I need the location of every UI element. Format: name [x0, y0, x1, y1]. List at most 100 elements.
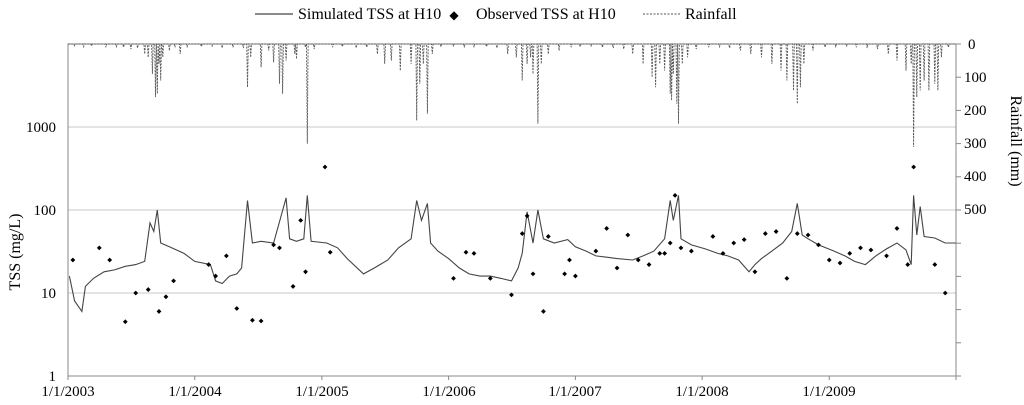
series-simulated-line — [68, 195, 956, 313]
observed-point — [107, 257, 113, 263]
legend-label-observed: Observed TSS at H10 — [476, 6, 616, 23]
observed-point — [145, 287, 151, 292]
legend-marker-observed: ◆ — [449, 8, 459, 22]
observed-point — [471, 250, 477, 256]
observed-point — [884, 253, 889, 259]
observed-point — [234, 306, 240, 311]
legend-label-rainfall: Rainfall — [685, 6, 737, 23]
observed-point — [133, 290, 139, 296]
observed-point — [509, 292, 514, 298]
observed-point — [805, 232, 811, 238]
x-tick-label: 1/1/2003 — [41, 384, 94, 400]
observed-point — [672, 192, 678, 198]
right-tick-label: 400 — [964, 169, 987, 185]
observed-point — [327, 249, 333, 255]
observed-point — [678, 245, 684, 251]
observed-point — [794, 231, 800, 236]
right-axis-tick-labels: 0 100 200 300 400 500 — [964, 37, 987, 218]
x-tick-label: 1/1/2006 — [422, 384, 476, 400]
observed-point — [762, 231, 768, 236]
observed-point — [156, 309, 162, 314]
observed-point — [657, 250, 663, 256]
right-axis-ticks — [956, 43, 961, 377]
observed-point — [604, 226, 610, 231]
right-tick-label: 0 — [968, 37, 976, 53]
observed-point — [688, 248, 694, 254]
observed-point — [625, 232, 631, 238]
observed-point — [223, 253, 229, 259]
x-tick-label: 1/1/2007 — [548, 384, 602, 400]
observed-point — [122, 319, 128, 325]
observed-point — [720, 250, 726, 256]
observed-point — [816, 242, 821, 248]
observed-point — [710, 234, 716, 239]
right-tick-label: 300 — [964, 136, 987, 152]
observed-point — [662, 250, 668, 256]
x-axis-tick-labels: 1/1/2003 1/1/2004 1/1/2005 1/1/2006 1/1/… — [41, 384, 855, 400]
left-tick-label: 10 — [41, 286, 56, 302]
observed-point — [487, 275, 493, 281]
observed-point — [593, 248, 599, 254]
series-observed-points — [70, 164, 948, 325]
observed-point — [562, 271, 568, 277]
legend-label-simulated: Simulated TSS at H10 — [298, 6, 441, 23]
observed-point — [837, 260, 843, 266]
x-tick-label: 1/1/2004 — [168, 384, 222, 400]
observed-point — [572, 273, 578, 279]
left-tick-label: 100 — [34, 203, 57, 219]
observed-point — [171, 278, 176, 284]
observed-point — [826, 257, 832, 263]
x-tick-label: 1/1/2008 — [675, 384, 728, 400]
observed-point — [322, 164, 328, 170]
observed-point — [206, 262, 212, 267]
left-tick-label: 1 — [49, 369, 57, 385]
observed-point — [70, 257, 76, 263]
right-tick-label: 200 — [964, 103, 987, 119]
observed-point — [905, 262, 911, 267]
observed-point — [667, 240, 673, 246]
x-tick-label: 1/1/2009 — [802, 384, 855, 400]
observed-point — [250, 317, 255, 323]
observed-point — [303, 269, 308, 275]
left-tick-label: 1000 — [26, 120, 56, 136]
right-axis-title: Rainfall (mm) — [1007, 95, 1024, 186]
observed-point — [567, 257, 572, 263]
observed-point — [163, 294, 169, 300]
observed-point — [932, 262, 938, 267]
observed-point — [271, 242, 276, 248]
observed-point — [290, 284, 296, 289]
observed-point — [277, 245, 282, 251]
observed-point — [545, 234, 551, 239]
observed-point — [847, 250, 853, 256]
observed-point — [524, 213, 530, 219]
right-tick-label: 500 — [964, 202, 987, 218]
observed-point — [731, 240, 737, 246]
observed-point — [784, 275, 790, 281]
right-tick-label: 100 — [964, 70, 987, 86]
observed-point — [96, 245, 102, 251]
observed-point — [635, 257, 641, 263]
observed-point — [858, 245, 863, 251]
legend: Simulated TSS at H10 ◆ Observed TSS at H… — [255, 6, 737, 23]
left-axis-ticks: 1 10 100 1000 — [26, 120, 56, 385]
observed-point — [773, 229, 779, 234]
observed-point — [519, 231, 525, 236]
x-axis-ticks — [67, 376, 957, 380]
observed-point — [868, 247, 874, 253]
x-tick-label: 1/1/2005 — [295, 384, 348, 400]
observed-point — [894, 226, 900, 231]
observed-point — [530, 271, 536, 277]
observed-point — [646, 262, 652, 267]
observed-point — [614, 265, 620, 271]
observed-point — [942, 290, 948, 296]
gridlines — [68, 126, 956, 294]
observed-point — [298, 217, 304, 223]
observed-point — [258, 318, 264, 324]
observed-point — [541, 309, 546, 314]
observed-point — [752, 269, 758, 275]
observed-point — [741, 237, 747, 242]
series-rainfall-line — [68, 43, 956, 147]
observed-point — [213, 273, 218, 279]
observed-point — [911, 164, 917, 170]
